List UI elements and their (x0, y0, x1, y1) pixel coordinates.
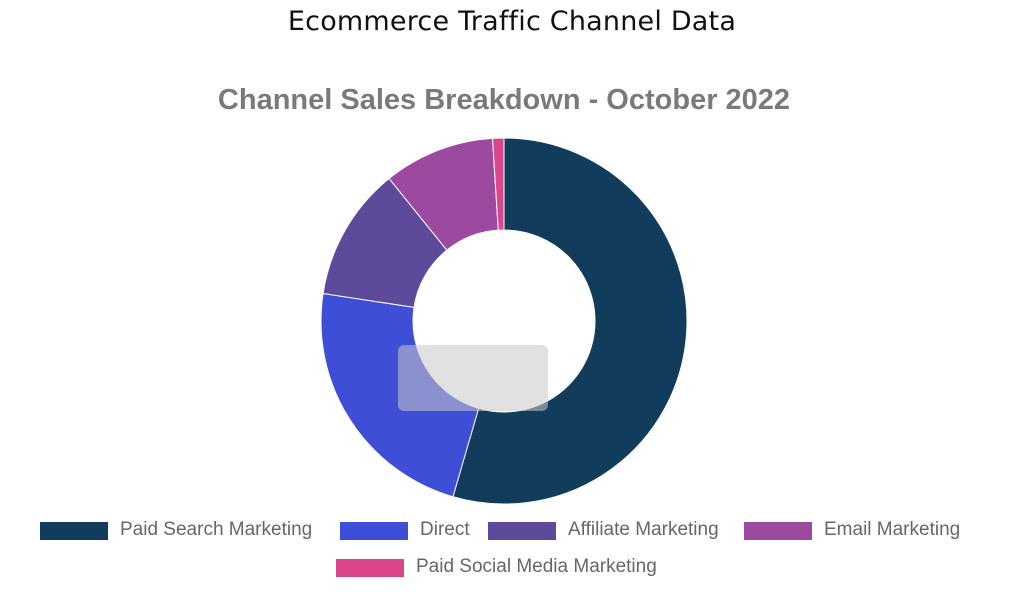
legend-label: Paid Social Media Marketing (416, 556, 657, 577)
legend-swatch (336, 559, 404, 577)
page-title: Ecommerce Traffic Channel Data (287, 6, 737, 37)
legend-label: Paid Search Marketing (120, 519, 313, 540)
legend-swatch (40, 522, 108, 540)
slice-paid-search[interactable] (452, 137, 688, 505)
hover-tooltip (398, 345, 548, 411)
legend-swatch (744, 522, 812, 540)
legend-swatch (340, 522, 408, 540)
chart-title: Channel Sales Breakdown - October 2022 (217, 84, 791, 116)
legend-label: Affiliate Marketing (568, 519, 719, 540)
legend-label: Direct (420, 519, 470, 540)
legend-swatch (488, 522, 556, 540)
legend-label: Email Marketing (824, 519, 961, 540)
slice-paid-social[interactable] (491, 137, 505, 231)
